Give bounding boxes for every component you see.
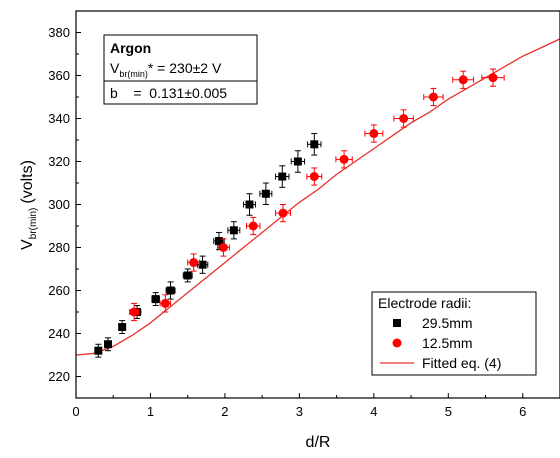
- data-point: [247, 217, 260, 234]
- marker-circle: [459, 75, 468, 84]
- x-tick-label: 6: [519, 404, 526, 419]
- marker-circle: [249, 222, 258, 231]
- marker-square: [294, 158, 302, 166]
- legend-label-29-5mm: 29.5mm: [422, 315, 473, 331]
- marker-circle: [369, 129, 378, 138]
- marker-square: [94, 347, 102, 355]
- marker-square: [278, 173, 286, 181]
- y-tick-label: 320: [48, 154, 70, 169]
- legend-label-12-5mm: 12.5mm: [422, 335, 473, 351]
- x-tick-label: 3: [296, 404, 303, 419]
- data-point: [307, 168, 322, 185]
- marker-circle: [189, 258, 198, 267]
- y-tick-label: 300: [48, 197, 70, 212]
- data-point: [118, 321, 126, 334]
- data-point: [160, 295, 170, 312]
- annotation-title: Argon: [110, 40, 151, 56]
- marker-circle: [130, 308, 139, 317]
- data-point: [482, 69, 504, 86]
- marker-circle: [219, 243, 228, 252]
- y-axis-label-unit: (volts): [19, 160, 36, 204]
- legend-title: Electrode radii:: [378, 295, 471, 311]
- marker-circle: [488, 73, 497, 82]
- y-tick-label: 260: [48, 283, 70, 298]
- marker-circle: [310, 172, 319, 181]
- x-axis-label: d/R: [306, 434, 331, 451]
- y-axis-label-sub: br(min): [28, 208, 39, 240]
- data-point: [166, 282, 175, 299]
- x-tick-label: 4: [370, 404, 377, 419]
- y-tick-label: 360: [48, 68, 70, 83]
- data-point: [152, 293, 160, 306]
- marker-square: [167, 287, 175, 295]
- data-point: [260, 183, 272, 205]
- marker-circle: [161, 299, 170, 308]
- data-point: [276, 166, 289, 188]
- svg-text:Vbr(min)(volts): Vbr(min) (volts): [19, 160, 39, 250]
- data-point: [94, 344, 102, 357]
- marker-circle: [279, 209, 288, 218]
- marker-circle: [340, 155, 349, 164]
- marker-square: [118, 323, 126, 331]
- data-point: [424, 88, 443, 105]
- x-tick-label: 1: [147, 404, 154, 419]
- marker-square: [230, 226, 238, 234]
- y-tick-label: 380: [48, 25, 70, 40]
- marker-circle: [429, 93, 438, 102]
- data-point: [365, 125, 383, 142]
- marker-square: [104, 340, 112, 348]
- annotation-box: Argon Vbr(min)* = 230±2 V b = 0.131±0.00…: [104, 35, 257, 104]
- y-tick-label: 220: [48, 369, 70, 384]
- y-axis-label-main: V: [19, 239, 36, 250]
- x-tick-label: 2: [221, 404, 228, 419]
- data-point: [244, 194, 256, 216]
- data-point: [291, 151, 304, 173]
- marker-square: [184, 271, 192, 279]
- legend-label-fit: Fitted eq. (4): [422, 355, 501, 371]
- y-tick-label: 240: [48, 326, 70, 341]
- marker-square: [262, 190, 270, 198]
- x-tick-label: 5: [445, 404, 452, 419]
- data-point: [394, 110, 413, 127]
- annotation-line2: b = 0.131±0.005: [110, 85, 227, 101]
- x-tick-label: 0: [72, 404, 79, 419]
- marker-square: [152, 295, 160, 303]
- marker-square: [310, 140, 318, 148]
- legend: Electrode radii: 29.5mm 12.5mm Fitted eq…: [372, 292, 536, 375]
- marker-square: [245, 201, 253, 209]
- y-axis-label: Vbr(min) (volts): [19, 160, 39, 250]
- data-point: [228, 222, 240, 239]
- data-point: [197, 256, 207, 273]
- marker-circle: [399, 114, 408, 123]
- data-point: [308, 134, 321, 156]
- legend-marker-29-5mm: [393, 319, 401, 327]
- y-tick-label: 280: [48, 240, 70, 255]
- legend-marker-12-5mm: [393, 339, 402, 348]
- y-tick-label: 340: [48, 111, 70, 126]
